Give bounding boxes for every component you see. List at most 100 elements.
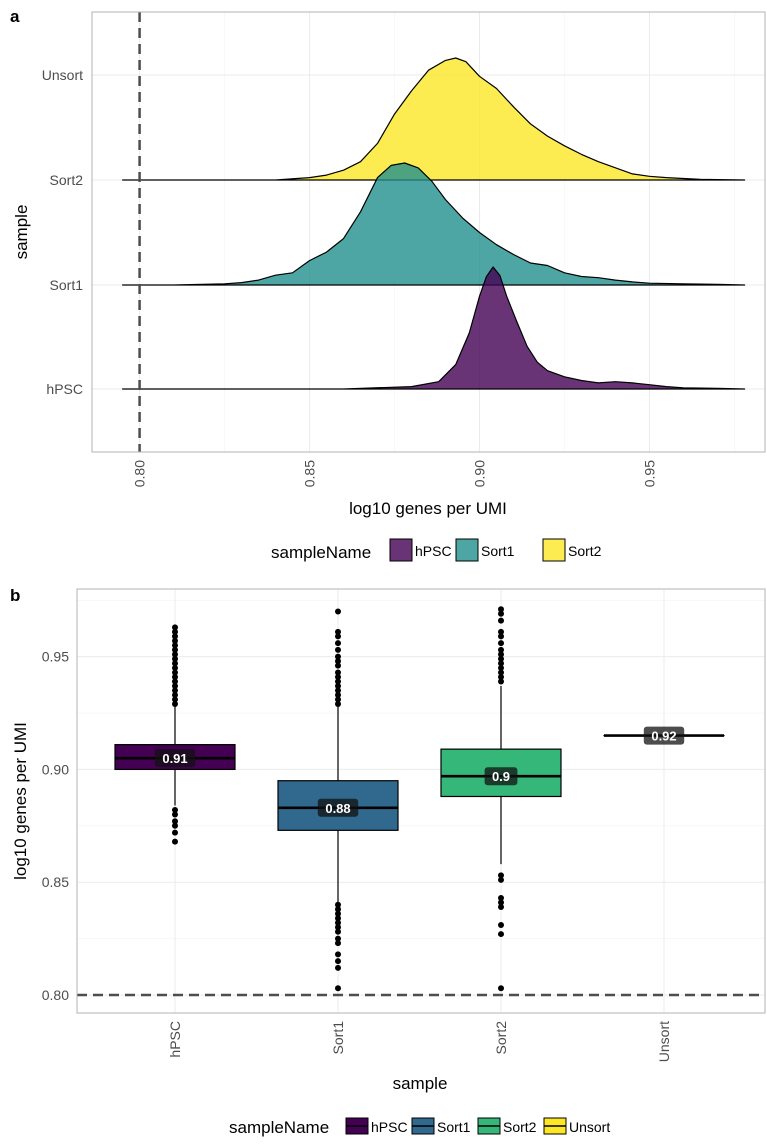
outlier-sort1-19 (335, 915, 341, 922)
outlier-sort2-14 (498, 872, 504, 879)
outlier-sort1-24 (335, 940, 341, 947)
panel-b-border (76, 588, 766, 1014)
legend-label-unsort: Unsort (569, 1119, 610, 1135)
median-label-hpsc: 0.91 (162, 751, 187, 766)
legend-label-sort2: Sort2 (503, 1119, 537, 1135)
panel-a-y-tick-hpsc: hPSC (46, 381, 83, 397)
outlier-sort1-20 (335, 919, 341, 926)
panel-b-y-axis-title: log10 genes per UMI (11, 722, 30, 880)
outlier-hpsc-3 (172, 637, 178, 644)
outlier-sort2-9 (498, 660, 504, 667)
legend-label-sort1: Sort1 (481, 543, 515, 559)
outlier-sort2-0 (498, 606, 504, 613)
panel-b-legend: sampleName hPSC Sort1 Sort2 Unsort (229, 1117, 610, 1137)
outlier-sort1-23 (335, 935, 341, 942)
outlier-sort2-1 (498, 610, 504, 617)
legend-label-hpsc: hPSC (415, 543, 452, 559)
median-label-unsort: 0.92 (651, 729, 676, 744)
outlier-sort1-18 (335, 910, 341, 917)
panel-a-y-axis-title: sample (12, 205, 31, 260)
outlier-sort2-13 (498, 678, 504, 685)
legend-label-sort2: Sort2 (568, 543, 602, 559)
outlier-sort2-21 (498, 985, 504, 992)
density-ridge-sort1 (121, 162, 746, 286)
legend-label-sort1: Sort1 (437, 1119, 471, 1135)
outlier-sort2-19 (498, 922, 504, 929)
outlier-sort1-2 (335, 633, 341, 640)
legend-key-hpsc (389, 538, 413, 562)
outlier-hpsc-0 (172, 624, 178, 631)
legend-item-unsort: Unsort (543, 1117, 610, 1135)
outlier-hpsc-21 (172, 822, 178, 829)
outlier-sort1-25 (335, 951, 341, 958)
box-sort1: 0.88 (277, 608, 399, 992)
outlier-sort2-7 (498, 651, 504, 658)
outlier-hpsc-9 (172, 664, 178, 671)
outlier-sort2-4 (498, 633, 504, 640)
outlier-sort1-0 (335, 608, 341, 615)
outlier-sort1-28 (335, 985, 341, 992)
outlier-sort2-15 (498, 876, 504, 883)
outlier-hpsc-8 (172, 660, 178, 667)
panel-b-x-tick-labels: hPSC Sort1 Sort2 Unsort (167, 1021, 672, 1062)
outlier-hpsc-23 (172, 838, 178, 845)
panel-b-y-tick-0-95: 0.95 (42, 649, 69, 665)
outlier-hpsc-14 (172, 687, 178, 694)
panel-b-y-tick-0-80: 0.80 (42, 987, 69, 1003)
density-ridge-hpsc (121, 266, 746, 390)
panel-b-x-tick-unsort: Unsort (656, 1021, 672, 1062)
panel-a-x-tick-0-95: 0.95 (641, 460, 657, 487)
outlier-hpsc-16 (172, 696, 178, 703)
median-label-sort2: 0.9 (492, 769, 510, 784)
panel-a-x-tick-0-90: 0.90 (471, 460, 487, 487)
outlier-sort1-7 (335, 662, 341, 669)
outlier-sort1-8 (335, 669, 341, 676)
panel-b-legend-title: sampleName (229, 1118, 329, 1137)
median-label-bg-hpsc (154, 749, 196, 768)
legend-label-hpsc: hPSC (371, 1119, 408, 1135)
outlier-hpsc-19 (172, 811, 178, 818)
outlier-hpsc-22 (172, 829, 178, 836)
outlier-sort1-26 (335, 958, 341, 965)
box-unsort: 0.92 (603, 726, 725, 745)
outlier-hpsc-10 (172, 669, 178, 676)
panel-b-x-axis-title: sample (393, 1074, 448, 1093)
median-label-bg-unsort (643, 726, 685, 745)
outlier-sort2-2 (498, 617, 504, 624)
outlier-hpsc-12 (172, 678, 178, 685)
outlier-hpsc-1 (172, 628, 178, 635)
outlier-hpsc-2 (172, 633, 178, 640)
median-label-bg-sort2 (484, 767, 518, 786)
panel-b-y-tick-labels: 0.80 0.85 0.90 0.95 (42, 649, 69, 1003)
panel-a-x-tick-labels: 0.80 0.85 0.90 0.95 (132, 460, 658, 487)
outlier-sort2-12 (498, 673, 504, 680)
panel-b-boxes: 0.91 0.88 0.9 0.92 (114, 606, 725, 992)
legend-item-sort2: Sort2 (477, 1117, 537, 1135)
panel-b-y-tick-0-85: 0.85 (42, 874, 69, 890)
density-ridge-sort2 (121, 57, 746, 181)
median-label-sort1: 0.88 (325, 801, 350, 816)
outlier-sort2-10 (498, 664, 504, 671)
panel-a-density-ridges (121, 57, 746, 390)
panel-a-y-tick-labels: hPSC Sort1 Sort2 Unsort (42, 67, 83, 397)
outlier-sort1-16 (335, 901, 341, 908)
panel-b-x-tick-sort2: Sort2 (493, 1021, 509, 1055)
outlier-sort2-20 (498, 931, 504, 938)
outlier-sort2-5 (498, 640, 504, 647)
panel-b-x-tick-sort1: Sort1 (330, 1021, 346, 1055)
outlier-sort2-8 (498, 655, 504, 662)
panel-a-y-tick-unsort: Unsort (42, 67, 83, 83)
outlier-sort1-1 (335, 628, 341, 635)
outlier-sort1-5 (335, 653, 341, 660)
outlier-sort1-4 (335, 646, 341, 653)
outlier-sort1-15 (335, 701, 341, 708)
outlier-sort1-14 (335, 696, 341, 703)
outlier-hpsc-11 (172, 673, 178, 680)
legend-key-sort1 (455, 538, 479, 562)
legend-item-sort1: Sort1 (411, 1117, 471, 1135)
outlier-sort1-3 (335, 640, 341, 647)
outlier-sort1-27 (335, 964, 341, 971)
outlier-sort1-12 (335, 687, 341, 694)
